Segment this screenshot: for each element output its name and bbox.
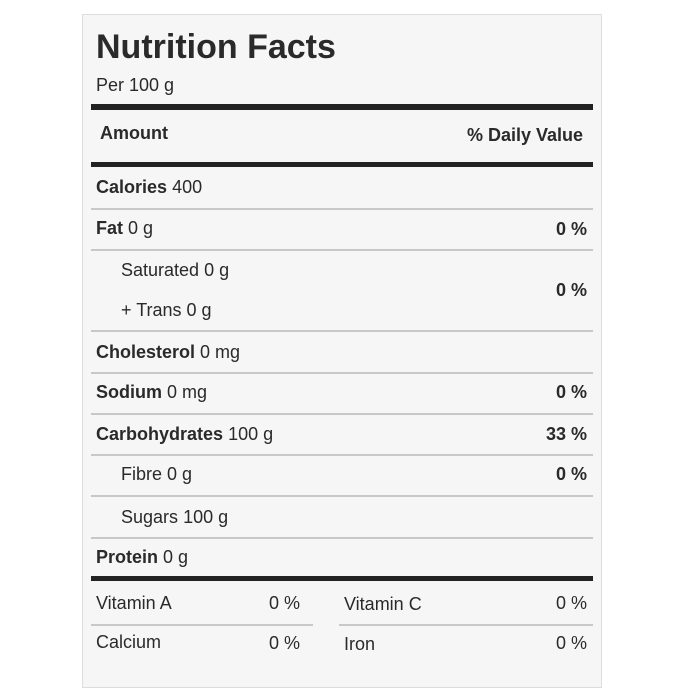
nutrient: Protein (96, 547, 159, 567)
daily-value: 0 % (555, 464, 587, 484)
vitamin-dv: 0 % (555, 633, 587, 653)
nutrient: Saturated (121, 260, 200, 280)
rule (91, 413, 593, 415)
rule (339, 624, 593, 626)
row: + Trans 0 g (121, 299, 212, 321)
nutrient: Sodium (96, 382, 162, 402)
vitamin-dv: 0 % (269, 633, 301, 653)
daily-value: 0 % (555, 280, 587, 300)
rule (91, 495, 593, 497)
dv-header: % Daily Value (466, 125, 583, 145)
row: Sugars 100 g (121, 506, 228, 528)
nutrient: Fibre (121, 464, 163, 484)
rule (91, 454, 593, 456)
nutrient: Fat (96, 218, 123, 238)
rule (91, 162, 593, 167)
vitamin: Vitamin A (96, 593, 172, 613)
amount: 0 mg (167, 382, 208, 402)
nutrient: Carbohydrates (96, 424, 224, 444)
rule (91, 249, 593, 251)
row: Saturated 0 g (121, 259, 229, 281)
amount: 0 g (167, 464, 193, 484)
amount: 0 g (204, 260, 230, 280)
nutrient: Cholesterol (96, 342, 196, 362)
amount: 400 (172, 177, 203, 197)
daily-value: 0 % (555, 382, 587, 402)
rule (91, 208, 593, 210)
vitamin-dv: 0 % (555, 593, 587, 613)
nutrient: Sugars (121, 507, 179, 527)
amount-header: Amount (100, 123, 168, 143)
rule (91, 537, 593, 539)
row: Carbohydrates 100 g (96, 423, 273, 445)
daily-value: 0 % (555, 219, 587, 239)
nutrient: + Trans (121, 300, 182, 320)
vitamin: Iron (344, 634, 376, 654)
rule (91, 372, 593, 374)
row: Calories 400 (96, 176, 202, 198)
amount: 0 g (163, 547, 189, 567)
row: Fibre 0 g (121, 463, 192, 485)
row: Cholesterol 0 mg (96, 341, 240, 363)
rule (91, 104, 593, 110)
daily-value: 33 % (545, 424, 587, 444)
amount: 0 g (128, 218, 154, 238)
rule (91, 330, 593, 332)
rule (91, 576, 593, 581)
row: Protein 0 g (96, 546, 188, 568)
amount: 100 g (228, 424, 274, 444)
row: Fat 0 g (96, 217, 153, 239)
amount: 0 mg (200, 342, 241, 362)
amount: 100 g (183, 507, 229, 527)
vitamin: Calcium (96, 632, 162, 652)
amount: 0 g (186, 300, 212, 320)
serving: Per 100 g (96, 75, 175, 95)
nutrient: Calories (96, 177, 168, 197)
title: Nutrition Facts (96, 28, 336, 66)
rule (91, 624, 313, 626)
vitamin-dv: 0 % (269, 593, 301, 613)
nutrition-label: Nutrition Facts Per 100 g Amount % Daily… (82, 14, 602, 688)
row: Sodium 0 mg (96, 381, 207, 403)
vitamin: Vitamin C (344, 594, 422, 614)
